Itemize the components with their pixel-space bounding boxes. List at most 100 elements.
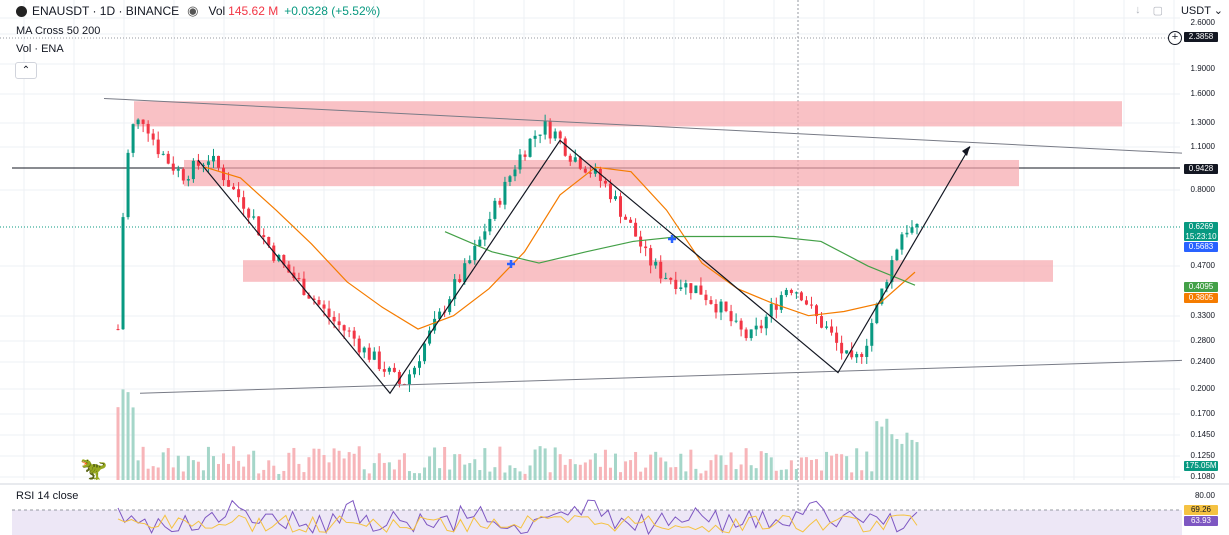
price-axis-label: 0.4700 [1190,261,1215,270]
candle-body [548,120,552,139]
volume-bar [739,464,743,480]
volume-bar [895,438,899,480]
volume-bar [257,473,261,480]
candle-body [302,278,306,295]
volume-bar [247,454,251,480]
fullscreen-icon[interactable]: ▢ [1152,4,1163,17]
price-change: +0.0328 (+5.52%) [284,4,381,18]
price-axis-label: 0.2000 [1190,384,1215,393]
volume-bar [603,449,607,480]
indicator-ma-cross[interactable]: MA Cross 50 200 [16,25,101,37]
candle-body [558,131,562,139]
volume-bar [453,454,457,480]
candle-body [186,179,190,181]
candle-body [825,326,829,328]
volume-bar [794,469,798,480]
candle-body [297,278,301,280]
candle-body [171,163,175,171]
collapse-indicators-button[interactable]: ⌃ [15,62,37,79]
candle-body [453,279,457,300]
rsi-label[interactable]: RSI 14 close [16,490,79,502]
volume-bar [121,389,125,480]
volume-bar [573,464,577,480]
volume-bar [659,457,663,480]
eye-icon[interactable]: ◉ [187,3,199,18]
download-icon[interactable]: ↓ [1135,4,1141,16]
dino-icon: 🦖 [80,456,108,481]
volume-bar [553,447,557,480]
trendline-lower [139,359,1183,394]
volume-bar [141,446,145,480]
candle-body [196,160,200,166]
volume-bar [789,460,793,480]
volume-bar [835,453,839,480]
candle-body [729,311,733,322]
candle-body [794,292,798,294]
volume-bar [412,473,416,480]
volume-bar [578,464,582,480]
candle-body [267,236,271,246]
volume-bar [613,453,617,480]
candle-body [468,260,472,264]
price-axis-label: 0.1250 [1190,451,1215,460]
candle-body [433,318,437,331]
volume-bar [297,463,301,480]
candle-body [659,261,663,279]
volume-bar [287,452,291,480]
volume-bar [146,468,150,480]
volume-bar [649,454,653,480]
tag-ma-orange: 0.3805 [1184,293,1218,303]
candle-body [669,277,673,280]
rsi-line [117,499,918,535]
volume-bar [538,446,542,480]
volume-bar [392,469,396,480]
candle-body [820,316,824,328]
volume-bar [186,455,190,480]
candle-body [629,219,633,223]
currency-select[interactable]: USDT ⌄ [1181,4,1223,17]
volume-bar [568,459,572,480]
add-plus-icon[interactable]: + [1168,31,1182,45]
candle-body [915,223,919,228]
volume-bar [397,459,401,480]
volume-bar [488,471,492,480]
candle-body [247,208,251,218]
volume-bar [709,460,713,480]
rsi-ma-line [117,514,918,534]
candle-body [694,285,698,294]
candle-body [644,246,648,249]
candle-body [126,152,130,218]
volume-bar [458,454,462,480]
volume-bar [196,461,200,480]
volume-bar [729,452,733,480]
volume-bar [804,457,808,480]
volume-bar [151,466,155,480]
candle-body [312,298,316,300]
volume-bar [774,470,778,480]
volume-bar [619,472,623,480]
volume-bar [217,463,221,480]
volume-bar [583,462,587,480]
candle-body [885,282,889,289]
volume-bar [473,459,477,480]
symbol-title[interactable]: ENAUSDT · 1D · BINANCE [32,4,180,18]
candle-body [332,316,336,322]
volume-bar [749,465,753,480]
volume-bar [704,470,708,480]
candle-body [222,167,226,181]
volume-bar [674,467,678,480]
candle-body [121,217,125,330]
volume-bar [166,448,170,480]
volume-bar [543,448,547,480]
volume-bar [860,470,864,480]
indicator-volume[interactable]: Vol · ENA [16,43,64,55]
volume-bar [799,457,803,480]
tag-price: 0.6269 15:23:10 [1184,222,1218,241]
price-axis-label: 0.1700 [1190,409,1215,418]
candle-body [488,218,492,232]
candle-body [764,316,768,329]
volume-bar [910,439,914,480]
volume-bar [191,460,195,480]
